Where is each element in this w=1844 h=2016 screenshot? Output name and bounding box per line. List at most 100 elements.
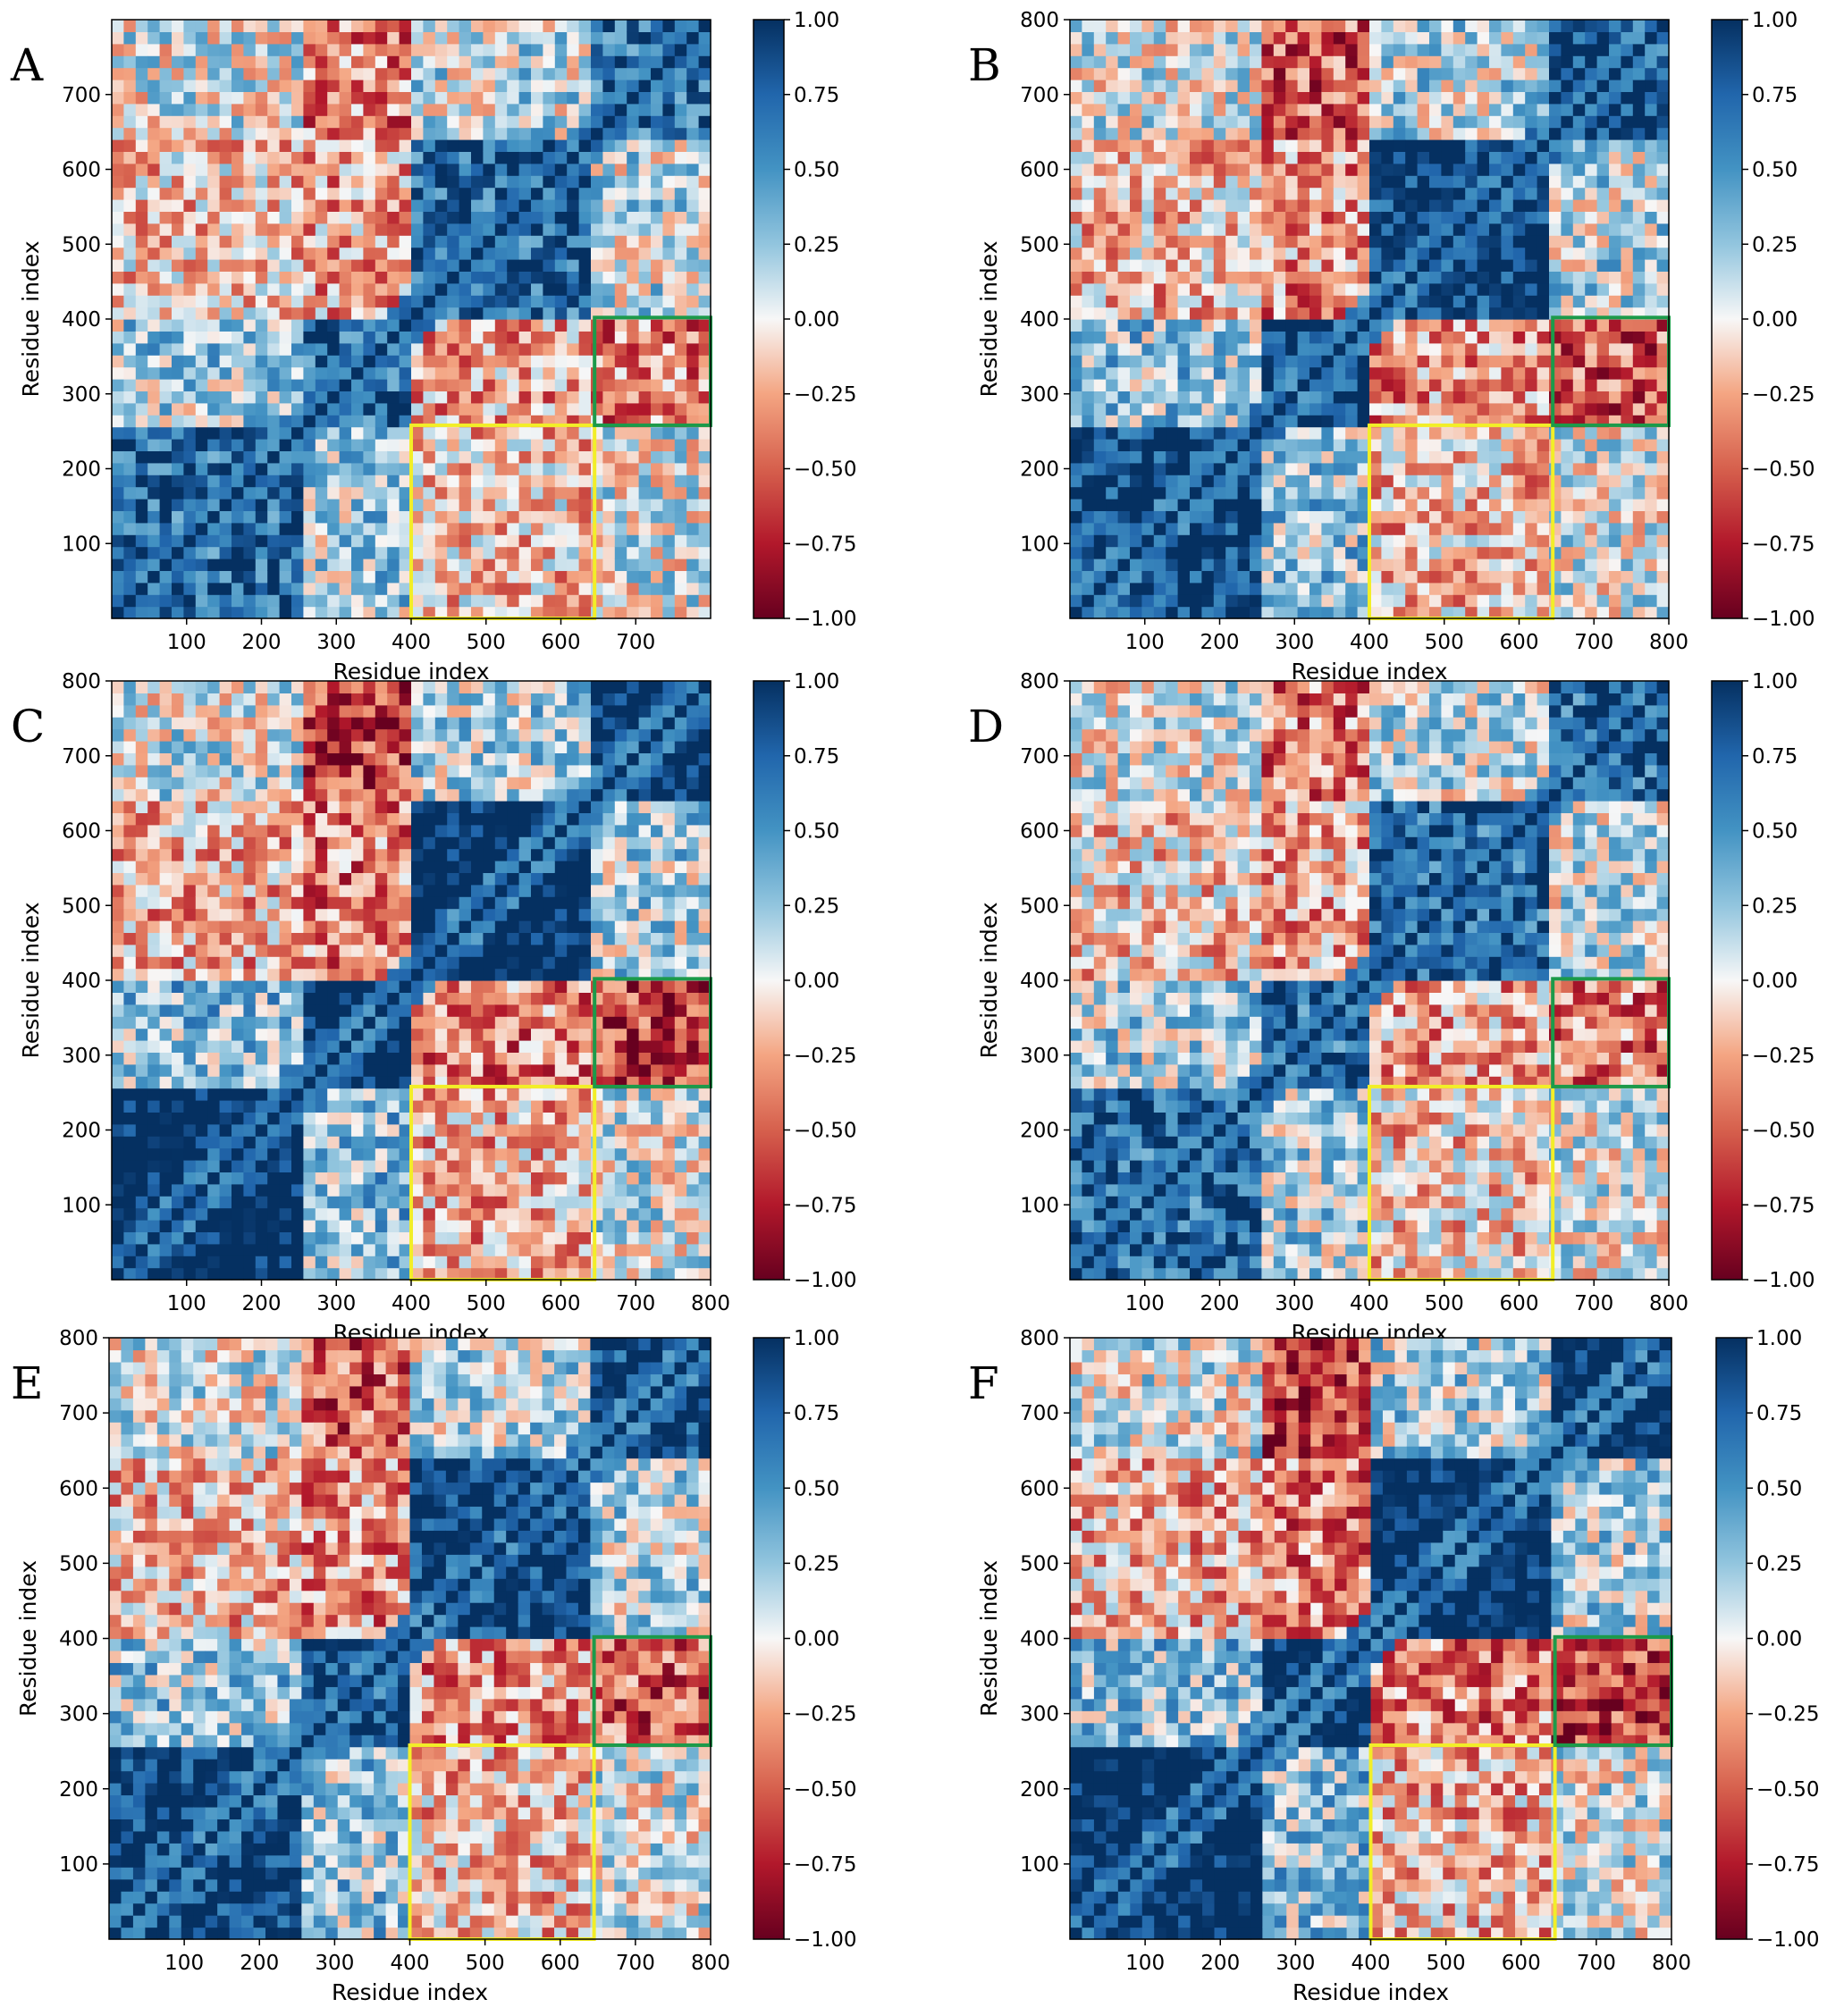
heatmap-cell: [1452, 80, 1466, 92]
heatmap-cell: [674, 594, 687, 608]
heatmap-cell: [591, 259, 603, 272]
heatmap-cell: [267, 80, 281, 92]
heatmap-cell: [614, 91, 627, 105]
heatmap-cell: [651, 187, 663, 200]
heatmap-cell: [423, 91, 436, 105]
heatmap-cell: [339, 211, 352, 224]
heatmap-cell: [183, 402, 197, 416]
heatmap-cell: [1213, 247, 1226, 260]
heatmap-cell: [327, 355, 341, 368]
heatmap-cell: [494, 139, 508, 152]
heatmap-cell: [1465, 606, 1478, 619]
heatmap-cell: [315, 259, 328, 272]
heatmap-cell: [1250, 559, 1262, 571]
heatmap-cell: [1309, 55, 1322, 69]
heatmap-cell: [1333, 582, 1346, 595]
heatmap-cell: [375, 331, 388, 344]
heatmap-cell: [554, 295, 568, 308]
heatmap-cell: [662, 462, 676, 475]
heatmap-cell: [375, 594, 388, 608]
heatmap-cell: [303, 103, 316, 116]
heatmap-cell: [1261, 534, 1275, 548]
heatmap-cell: [363, 415, 376, 428]
heatmap-cell: [255, 223, 268, 236]
heatmap-cell: [351, 271, 364, 284]
heatmap-cell: [387, 355, 400, 368]
heatmap-cell: [543, 594, 556, 608]
heatmap-cell: [1452, 103, 1466, 116]
heatmap-cell: [1537, 55, 1550, 69]
heatmap-cell: [447, 259, 460, 272]
heatmap-cell: [219, 151, 232, 164]
heatmap-cell: [387, 115, 400, 129]
heatmap-cell: [183, 163, 197, 176]
heatmap-cell: [159, 426, 173, 440]
heatmap-cell: [363, 486, 376, 500]
heatmap-cell: [1609, 355, 1621, 368]
heatmap-cell: [219, 559, 232, 571]
heatmap-cell: [627, 282, 640, 296]
heatmap-cell: [494, 522, 508, 535]
heatmap-cell: [1429, 163, 1442, 176]
heatmap-cell: [471, 379, 484, 391]
heatmap-cell: [267, 379, 281, 391]
heatmap-cell: [1417, 379, 1430, 391]
heatmap-cell: [494, 31, 508, 45]
heatmap-cell: [1130, 570, 1142, 584]
heatmap-cell: [1201, 67, 1215, 80]
heatmap-cell: [1585, 582, 1598, 595]
heatmap-cell: [1190, 282, 1202, 296]
heatmap-cell: [1405, 307, 1419, 320]
heatmap-cell: [423, 80, 436, 92]
heatmap-cell: [303, 163, 316, 176]
heatmap-cell: [1501, 319, 1514, 332]
heatmap-cell: [1130, 355, 1142, 368]
heatmap-cell: [1369, 259, 1382, 272]
heatmap-cell: [1585, 462, 1598, 475]
heatmap-cell: [195, 80, 208, 92]
heatmap-cell: [291, 546, 304, 559]
heatmap-cell: [698, 594, 711, 608]
heatmap-cell: [363, 391, 376, 404]
heatmap-cell: [147, 570, 161, 584]
heatmap-cell: [1645, 462, 1658, 475]
heatmap-cell: [327, 187, 341, 200]
heatmap-cell: [1369, 342, 1382, 356]
heatmap-cell: [627, 295, 640, 308]
heatmap-cell: [1106, 522, 1119, 535]
heatmap-cell: [1225, 355, 1239, 368]
heatmap-cell: [627, 559, 640, 571]
heatmap-cell: [531, 402, 543, 416]
heatmap-cell: [267, 91, 281, 105]
heatmap-cell: [1106, 391, 1119, 404]
heatmap-cell: [219, 462, 232, 475]
heatmap-cell: [614, 582, 627, 595]
heatmap-cell: [135, 439, 148, 451]
heatmap-cell: [483, 486, 496, 500]
heatmap-cell: [399, 91, 412, 105]
heatmap-cell: [232, 355, 244, 368]
heatmap-cell: [1525, 402, 1538, 416]
heatmap-cell: [651, 319, 663, 332]
heatmap-cell: [471, 235, 484, 248]
heatmap-cell: [1190, 67, 1202, 80]
heatmap-cell: [291, 43, 304, 56]
heatmap-cell: [1177, 439, 1191, 451]
heatmap-cell: [1093, 223, 1107, 236]
heatmap-cell: [518, 559, 532, 571]
heatmap-cell: [1237, 582, 1250, 595]
heatmap-cell: [471, 115, 484, 129]
heatmap-cell: [1261, 187, 1275, 200]
heatmap-cell: [1345, 582, 1359, 595]
heatmap-cell: [1130, 510, 1142, 524]
heatmap-cell: [255, 439, 268, 451]
heatmap-cell: [1261, 331, 1275, 344]
heatmap-cell: [207, 307, 221, 320]
heatmap-cell: [674, 43, 687, 56]
heatmap-cell: [434, 331, 448, 344]
heatmap-cell: [1621, 379, 1634, 391]
heatmap-cell: [674, 559, 687, 571]
heatmap-cell: [651, 151, 663, 164]
heatmap-cell: [1525, 450, 1538, 464]
heatmap-cell: [518, 439, 532, 451]
